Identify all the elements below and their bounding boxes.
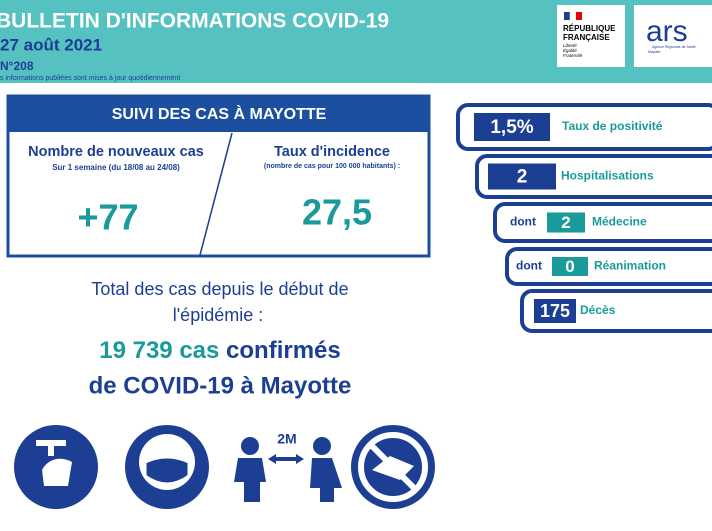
logo-ars-text: ars (646, 15, 688, 48)
indicator-prefix: dont (516, 259, 542, 273)
distance-label: 2M (277, 431, 296, 447)
flag (576, 12, 582, 20)
indicator-value: 2 (517, 167, 528, 188)
incidence-label: Taux d'incidence (274, 144, 390, 160)
total-intro: l'épidémie : (173, 305, 263, 325)
divider (199, 132, 233, 256)
logo-rf-motto: Fraternité (563, 53, 583, 58)
indicator-label: Hospitalisations (561, 169, 654, 183)
indicator-value-box (474, 113, 550, 141)
flag (564, 12, 570, 20)
summary-title: SUIVI DES CAS À MAYOTTE (112, 104, 327, 123)
indicator-prefix: dont (510, 215, 536, 229)
icon-shape (36, 440, 72, 486)
indicator-value-box (547, 212, 585, 233)
icon-shape (143, 455, 191, 486)
logo-ars-sub: Mayotte (648, 50, 661, 54)
total-count-line: 19 739 cas confirmés (99, 337, 341, 364)
total-intro: Total des cas depuis le début de (91, 279, 348, 299)
number: N°208 (0, 59, 34, 73)
logo-rf-text: FRANÇAISE (563, 33, 610, 42)
icon-shape (367, 441, 419, 493)
indicator-value-box (552, 257, 588, 276)
indicator-value-box (488, 163, 556, 190)
indicator-label: Taux de positivité (562, 119, 663, 133)
icon-shape (268, 454, 304, 464)
title: BULLETIN D'INFORMATIONS COVID-19 (0, 10, 389, 33)
logo-rf-motto: Liberté (563, 43, 577, 48)
new-cases-sub: Sur 1 semaine (du 18/08 au 24/08) (52, 163, 180, 172)
date: 27 août 2021 (0, 35, 102, 54)
logo-rf-text: RÉPUBLIQUE (563, 24, 616, 33)
new-cases-value: +77 (77, 197, 138, 238)
indicator-value-box (534, 299, 576, 323)
indicator-value: 2 (561, 213, 570, 232)
logo-ars (634, 5, 712, 67)
summary-header (8, 96, 429, 132)
indicator-label: Médecine (592, 215, 647, 229)
new-cases-label: Nombre de nouveaux cas (28, 144, 204, 160)
icon-shape (358, 432, 428, 502)
logo-rf-motto: Égalité (563, 47, 577, 53)
total-count-rest: confirmés (226, 337, 341, 364)
note: s informations publiées sont mises à jou… (0, 75, 180, 82)
icon-shape (313, 437, 331, 455)
indicator-label: Décès (580, 303, 616, 317)
indicators: 1,5% Taux de positivité 2 Hospitalisations d… (456, 103, 712, 333)
icon-distance (234, 437, 342, 502)
logo-ars-sub: Agence Régionale de Santé (652, 45, 696, 49)
icon-shape (241, 437, 259, 455)
flag (569, 11, 577, 21)
icon-shape (234, 458, 266, 502)
incidence-sub: (nombre de cas pour 100 000 habitants) : (264, 163, 400, 170)
total-count: 19 739 cas (99, 337, 219, 364)
incidence-value: 27,5 (302, 192, 372, 233)
icon-shape (310, 458, 342, 502)
indicator-label: Réanimation (594, 259, 666, 273)
indicator-value: 175 (540, 301, 570, 321)
indicator-value: 1,5% (490, 117, 533, 138)
indicator-value: 0 (565, 257, 574, 276)
total-line2: de COVID-19 à Mayotte (89, 372, 352, 399)
